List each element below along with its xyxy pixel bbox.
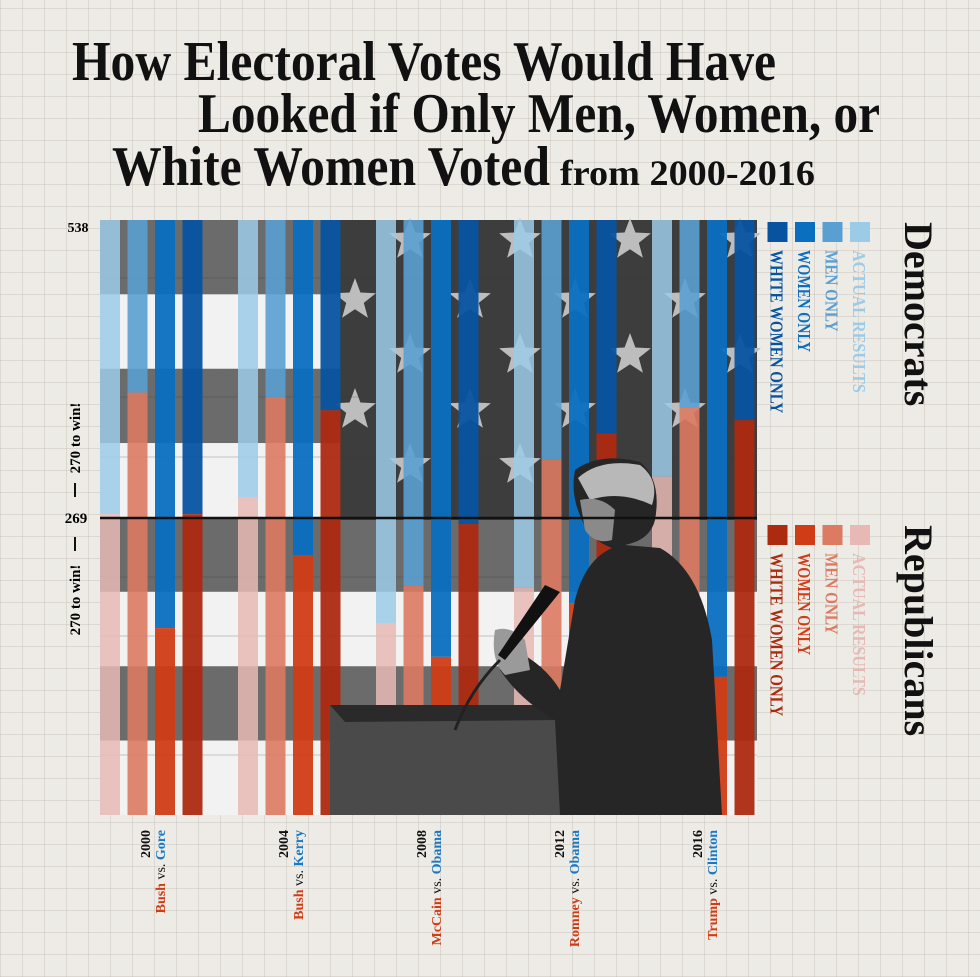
bar-dem-2016-2 bbox=[707, 220, 727, 677]
win-annotation-upper: 270 to win! bbox=[68, 403, 84, 474]
legend-swatch bbox=[767, 222, 788, 242]
legend-swatch bbox=[822, 525, 843, 545]
x-label-year: 2004 bbox=[277, 830, 292, 858]
bar-dem-2008-3 bbox=[458, 220, 479, 525]
star-icon bbox=[334, 278, 376, 318]
legend-item-label: WOMEN ONLY bbox=[794, 553, 814, 655]
bar-dem-2008-2 bbox=[431, 220, 451, 657]
title-line-2: Looked if Only Men, Women, or bbox=[198, 83, 880, 145]
bar-dem-2004-1 bbox=[265, 220, 286, 397]
legend-item-label: WHITE WOMEN ONLY bbox=[767, 250, 787, 413]
legend-swatch bbox=[822, 222, 843, 242]
x-label-matchup: Bush vs. Gore bbox=[154, 830, 169, 913]
x-label-year: 2012 bbox=[553, 830, 568, 858]
bar-rep-2016-3 bbox=[734, 420, 755, 815]
bar-dem-2016-3 bbox=[734, 220, 755, 421]
bar-dem-2000-0 bbox=[100, 220, 120, 515]
star-icon bbox=[609, 333, 651, 373]
title-line-3: White Women Voted bbox=[112, 136, 550, 198]
star-icon bbox=[609, 218, 651, 258]
x-label-year: 2008 bbox=[415, 830, 430, 858]
bar-dem-2000-2 bbox=[155, 220, 175, 629]
bar-rep-2004-2 bbox=[293, 555, 313, 815]
legend-item-label: WHITE WOMEN ONLY bbox=[767, 553, 787, 716]
rep-candidate: Bush bbox=[154, 883, 169, 914]
bar-dem-2012-0 bbox=[514, 220, 534, 588]
bar-rep-2000-2 bbox=[155, 628, 175, 815]
x-label-matchup: Bush vs. Kerry bbox=[292, 830, 307, 920]
vs-text: vs. bbox=[292, 867, 307, 890]
legend-swatch bbox=[795, 222, 815, 242]
legend-title-republicans: Republicans bbox=[896, 525, 941, 736]
bar-dem-2012-2 bbox=[569, 220, 589, 604]
y-tick-538: 538 bbox=[68, 221, 89, 236]
vs-text: vs. bbox=[568, 874, 583, 897]
legend-swatch bbox=[767, 525, 788, 545]
legend-item-label: MEN ONLY bbox=[822, 250, 842, 332]
bar-rep-2000-1 bbox=[127, 392, 148, 815]
rep-candidate: McCain bbox=[430, 897, 445, 945]
bar-dem-2004-2 bbox=[293, 220, 313, 556]
vs-text: vs. bbox=[706, 875, 721, 898]
bar-dem-2004-0 bbox=[238, 220, 258, 498]
bar-dem-2008-0 bbox=[376, 220, 396, 624]
dem-candidate: Obama bbox=[430, 830, 445, 874]
star-icon bbox=[334, 388, 376, 428]
legend-item-label: WOMEN ONLY bbox=[794, 250, 814, 352]
legend-swatch bbox=[795, 525, 815, 545]
dem-candidate: Gore bbox=[154, 830, 169, 860]
legend-swatch bbox=[850, 525, 870, 545]
legend-title-democrats: Democrats bbox=[896, 222, 941, 406]
dem-candidate: Clinton bbox=[706, 830, 721, 875]
legend-item-label: ACTUAL RESULTS bbox=[849, 250, 869, 393]
bar-dem-2012-1 bbox=[541, 220, 562, 460]
photo-politician-at-podium bbox=[330, 458, 722, 815]
title-subtitle: from 2000-2016 bbox=[560, 153, 815, 193]
title-line-1: How Electoral Votes Would Have bbox=[72, 31, 776, 93]
rep-candidate: Romney bbox=[568, 897, 583, 947]
rep-candidate: Bush bbox=[292, 889, 307, 920]
legend-swatch bbox=[850, 222, 870, 242]
bar-dem-2016-1 bbox=[679, 220, 700, 409]
legend: Democrats ACTUAL RESULTS MEN ONLY WOMEN ONL… bbox=[767, 222, 941, 736]
x-label-matchup: Trump vs. Clinton bbox=[706, 830, 721, 940]
x-label-matchup: Romney vs. Obama bbox=[568, 830, 583, 947]
bar-dem-2004-3 bbox=[320, 220, 341, 411]
bar-rep-2000-0 bbox=[100, 514, 120, 815]
x-label-year: 2016 bbox=[691, 830, 706, 858]
dem-candidate: Kerry bbox=[292, 830, 307, 867]
y-tick-269: 269 bbox=[65, 511, 88, 527]
x-label-matchup: McCain vs. Obama bbox=[430, 830, 445, 946]
bar-dem-2008-1 bbox=[403, 220, 424, 587]
bar-rep-2004-0 bbox=[238, 497, 258, 815]
win-annotation-lower: 270 to win! bbox=[68, 565, 84, 636]
rep-candidate: Trump bbox=[706, 898, 721, 940]
dem-candidate: Obama bbox=[568, 830, 583, 874]
bar-dem-2000-3 bbox=[182, 220, 203, 515]
x-label-year: 2000 bbox=[139, 830, 154, 858]
vs-text: vs. bbox=[154, 860, 169, 883]
legend-item-label: ACTUAL RESULTS bbox=[849, 553, 869, 696]
bar-dem-2016-0 bbox=[652, 220, 672, 477]
bar-rep-2004-1 bbox=[265, 396, 286, 815]
legend-item-label: MEN ONLY bbox=[822, 553, 842, 635]
bar-rep-2000-3 bbox=[182, 514, 203, 815]
bar-dem-2000-1 bbox=[127, 220, 148, 393]
vs-text: vs. bbox=[430, 874, 445, 897]
bar-dem-2012-3 bbox=[596, 220, 617, 434]
